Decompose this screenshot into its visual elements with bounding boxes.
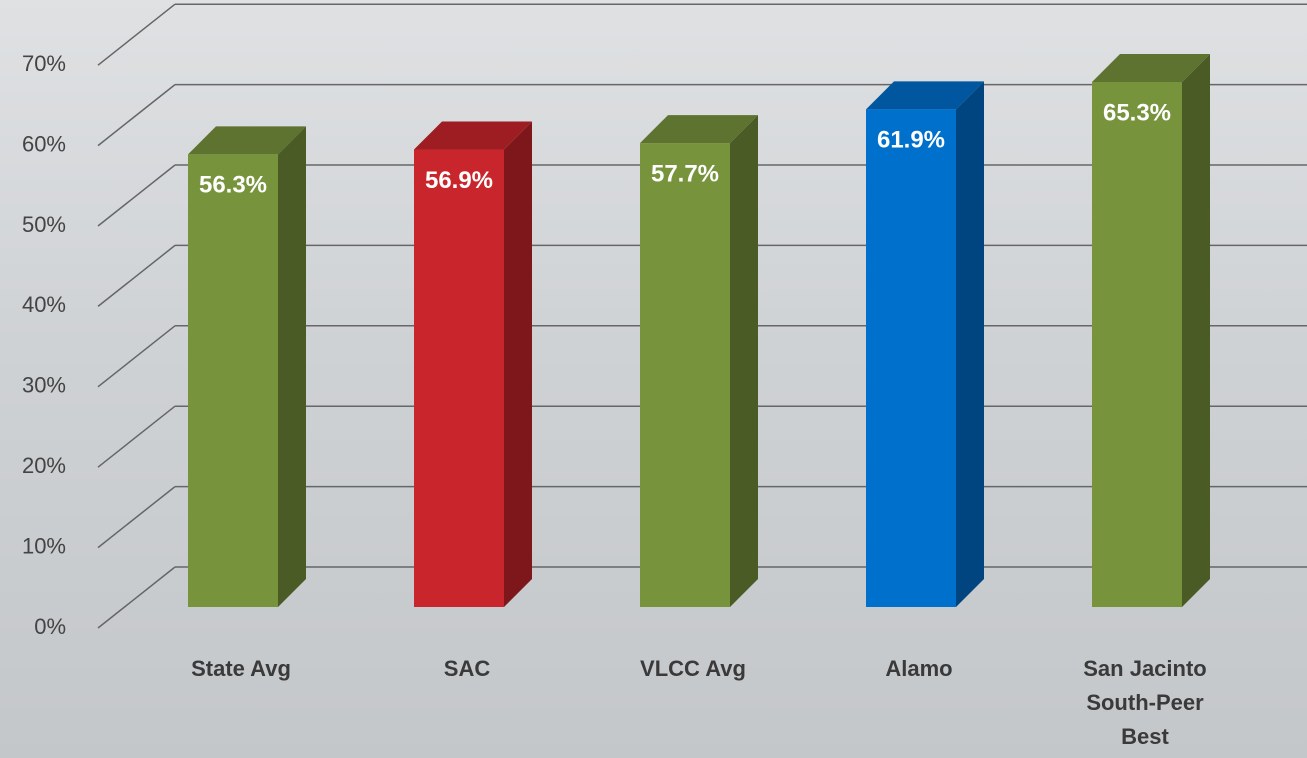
y-tick-label: 60% <box>22 131 66 156</box>
bar <box>640 143 730 608</box>
grid-line <box>97 405 176 468</box>
bar-top <box>188 126 306 155</box>
x-tick-label: VLCC Avg <box>640 656 746 681</box>
grid-line <box>97 84 176 147</box>
grid-line <box>97 566 176 629</box>
bar-top <box>640 115 758 144</box>
value-label: 65.3% <box>1103 99 1171 126</box>
bar-side <box>504 121 532 608</box>
bar-side <box>956 81 984 608</box>
bar-side <box>1182 53 1210 608</box>
value-label: 57.7% <box>651 160 719 187</box>
y-tick-label: 20% <box>22 453 66 478</box>
bar-side <box>278 126 306 608</box>
y-tick-label: 0% <box>34 614 66 639</box>
y-tick-label: 50% <box>22 212 66 237</box>
y-tick-label: 30% <box>22 373 66 398</box>
y-tick-label: 10% <box>22 533 66 558</box>
value-label: 56.9% <box>425 167 493 194</box>
x-tick-label: Alamo <box>885 656 953 681</box>
bar <box>1092 81 1182 608</box>
grid-line <box>97 3 176 66</box>
y-tick-label: 40% <box>22 292 66 317</box>
grid-line <box>97 164 176 227</box>
x-tick-label: State Avg <box>191 656 291 681</box>
y-tick-label: 70% <box>22 51 66 76</box>
value-label: 61.9% <box>877 127 945 154</box>
bar-side <box>730 115 758 607</box>
grid-line <box>97 325 176 388</box>
x-tick-label: SAC <box>443 656 491 681</box>
bar-top <box>866 81 984 110</box>
bar <box>414 149 504 608</box>
value-label: 56.3% <box>199 172 267 199</box>
x-tick-label: San Jacinto South-Peer Best <box>1083 656 1207 749</box>
bar-top <box>414 121 532 150</box>
grid-line <box>97 244 176 307</box>
bar <box>188 154 278 607</box>
grid-line <box>97 486 176 549</box>
bar-top <box>1092 53 1210 82</box>
bar <box>866 109 956 607</box>
